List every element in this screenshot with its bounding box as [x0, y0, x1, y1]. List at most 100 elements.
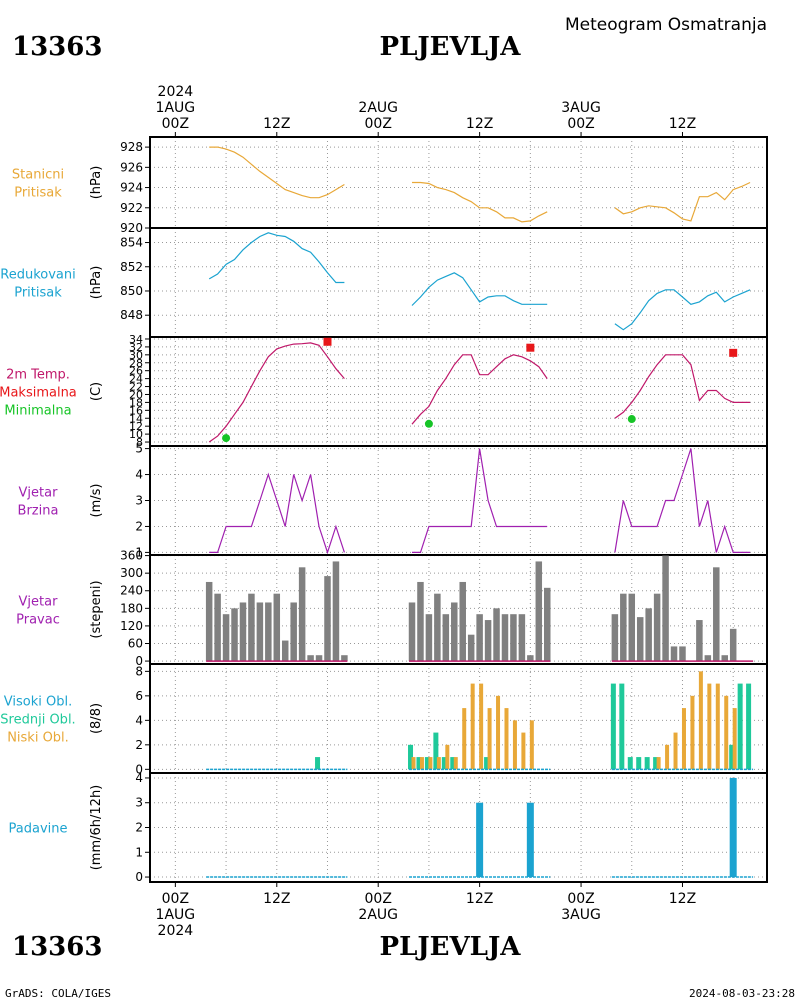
- y-axis-unit: (C): [89, 382, 104, 401]
- vjetar-pravac-bar: [290, 602, 297, 662]
- y-tick-label: 924: [120, 181, 143, 195]
- time-label: 12Z: [466, 116, 493, 132]
- y-axis-unit: (m/s): [89, 484, 104, 518]
- vjetar-brzina-line: [209, 472, 345, 555]
- panel-frame: [149, 136, 768, 229]
- y-tick-label: 920: [120, 221, 143, 235]
- srednji-oblaci-bar: [610, 683, 616, 770]
- srednji-oblaci-bar: [644, 757, 650, 770]
- panel-label: Pritisak: [14, 186, 62, 201]
- y-tick-label: 0: [135, 762, 143, 776]
- y-axis-unit: (8/8): [89, 703, 104, 734]
- panel-frame: [149, 336, 768, 447]
- station-id-top: 13363: [12, 32, 102, 62]
- vjetar-pravac-bar: [281, 640, 289, 662]
- vjetar-pravac-bar: [467, 634, 475, 662]
- tmax-marker: [323, 337, 332, 346]
- vjetar-pravac-bar: [493, 608, 500, 662]
- y-tick-label: 28: [129, 357, 143, 370]
- srednji-oblaci-bar: [746, 683, 752, 770]
- stanicni-pritisak-line: [412, 181, 548, 223]
- padavine-bar: [476, 802, 484, 878]
- y-tick-label: 3: [135, 494, 143, 508]
- srednji-oblaci-bar: [408, 744, 414, 770]
- panel-label: 2m Temp.: [6, 368, 70, 383]
- niski-oblaci-bar: [445, 744, 450, 770]
- panel-brzina: 1 2 3 4 5 (m/s) Vjetar Brzina: [18, 442, 768, 559]
- time-label: 00Z: [365, 891, 392, 907]
- srednji-oblaci-bar: [450, 757, 456, 770]
- y-tick-label: 850: [120, 284, 143, 298]
- padavine-bar: [526, 802, 534, 878]
- footer-timestamp: 2024-08-03-23:28: [689, 987, 795, 1000]
- niski-oblaci-bar: [724, 695, 729, 770]
- panel-pravac: 0 60 120 180 240 300 360 (stepeni) Vjetar Pravac: [16, 549, 768, 668]
- panel-label: Padavine: [9, 822, 68, 837]
- panel-oblaci: 0 2 4 6 8 (8/8) Visoki Obl. Srednji Obl. Niski O…: [0, 663, 768, 776]
- y-tick-label: 5: [135, 442, 143, 456]
- vjetar-pravac-bar: [417, 581, 424, 662]
- y-tick-label: 22: [129, 381, 143, 394]
- footer-credit: GrADS: COLA/IGES: [5, 987, 111, 1000]
- niski-oblaci-bar: [673, 732, 678, 770]
- y-tick-label: 26: [129, 365, 143, 378]
- niski-oblaci-bar: [707, 683, 712, 770]
- time-label: 00Z: [567, 891, 594, 907]
- vjetar-pravac-bar: [273, 593, 281, 662]
- vjetar-pravac-bar: [729, 628, 737, 662]
- panel-label: Maksimalna: [0, 386, 77, 401]
- tmin-marker: [424, 419, 433, 428]
- niski-oblaci-bar: [436, 757, 441, 770]
- vjetar-pravac-bar: [662, 555, 669, 662]
- vjetar-pravac-bar: [518, 614, 526, 662]
- panel-label: Srednji Obl.: [0, 713, 75, 728]
- time-label: 3AUG: [561, 907, 601, 923]
- vjetar-pravac-bar: [451, 602, 458, 662]
- y-tick-label: 4: [135, 771, 143, 785]
- tmin-marker: [627, 415, 636, 424]
- panel-padavine: 0 1 2 3 4 (mm/6h/12h) Padavine: [9, 771, 768, 884]
- vjetar-pravac-bar: [636, 617, 644, 662]
- y-tick-label: 8: [135, 664, 143, 678]
- vjetar-pravac-bar: [248, 593, 255, 662]
- panel-data-redukovani: [208, 232, 751, 331]
- temperatura-2m-line: [614, 354, 751, 419]
- vjetar-pravac-bar: [256, 602, 264, 662]
- vjetar-pravac-bar: [611, 614, 619, 662]
- vjetar-pravac-bar: [324, 576, 331, 662]
- y-tick-label: 8: [136, 436, 143, 449]
- time-label: 00Z: [162, 891, 189, 907]
- panel-label: Redukovani: [0, 268, 75, 283]
- vjetar-pravac-bar: [315, 655, 323, 662]
- stanicni-pritisak-line: [209, 146, 345, 199]
- redukovani-pritisak-line: [614, 289, 751, 331]
- vjetar-pravac-bar: [670, 646, 678, 662]
- padavine-bar: [729, 777, 737, 878]
- panel-label: Minimalna: [4, 404, 71, 419]
- panel-frame: [149, 772, 768, 883]
- vjetar-pravac-bar: [476, 614, 483, 662]
- temperatura-2m-line: [411, 354, 548, 425]
- vjetar-pravac-bar: [696, 620, 703, 662]
- y-tick-label: 180: [120, 601, 143, 615]
- vjetar-pravac-bar: [298, 567, 306, 662]
- vjetar-pravac-bar: [628, 593, 636, 662]
- vjetar-pravac-bar: [265, 602, 272, 662]
- vjetar-brzina-line: [412, 448, 548, 554]
- panel-stanicni: 920 922 924 926 928 (hPa) Stanicni Pritisak: [12, 136, 768, 235]
- panel-label: Niski Obl.: [7, 731, 69, 746]
- niski-oblaci-bar: [529, 720, 534, 770]
- vjetar-pravac-bar: [214, 593, 221, 662]
- vjetar-pravac-bar: [645, 608, 652, 662]
- y-axis-unit: (mm/6h/12h): [89, 785, 104, 871]
- vjetar-pravac-bar: [527, 655, 534, 662]
- tmax-marker: [526, 343, 535, 352]
- niski-oblaci-bar: [453, 757, 458, 770]
- srednji-oblaci-bar: [433, 732, 439, 770]
- y-tick-label: 1: [135, 845, 143, 859]
- y-tick-label: 2: [135, 519, 143, 533]
- y-tick-label: 852: [120, 260, 143, 274]
- y-tick-label: 4: [135, 468, 143, 482]
